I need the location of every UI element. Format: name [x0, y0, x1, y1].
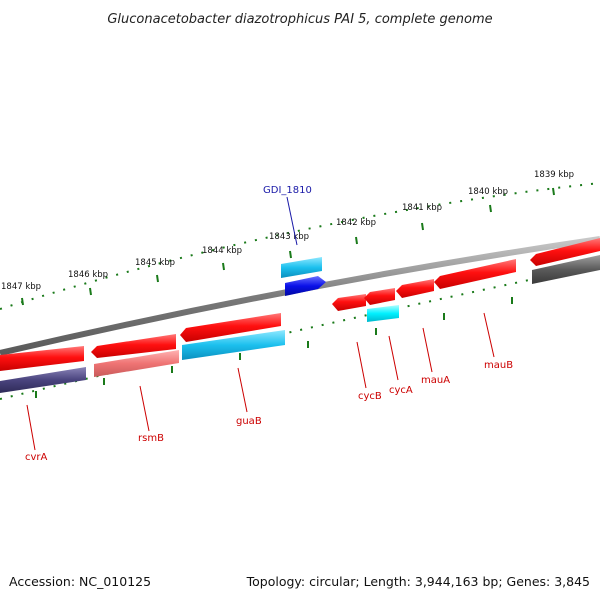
scale-label: 1844 kbp [202, 246, 242, 256]
gene-GDI_1810[interactable] [285, 276, 326, 296]
gene-labels: GDI_1810 cvrA rsmB guaB cycB cycA mauA m… [25, 185, 513, 463]
scale-major-tick [222, 262, 225, 271]
feature-indigo[interactable] [0, 367, 86, 393]
leader-cycB [356, 341, 367, 389]
gene-label-mauA[interactable]: mauA [421, 375, 450, 386]
scale-major-tick [489, 204, 492, 213]
gene-mauA[interactable] [396, 279, 434, 298]
gene-upstream[interactable] [530, 238, 600, 266]
scale-major-tick [21, 297, 24, 306]
scale-label: 1842 kbp [336, 218, 376, 228]
gene-label-mauB[interactable]: mauB [484, 360, 513, 371]
genome-backbone [0, 236, 600, 356]
leader-mauB [483, 312, 495, 358]
gene-label-rsmB[interactable]: rsmB [138, 433, 164, 444]
scale-major-tick [89, 287, 92, 296]
leader-GDI_1810 [286, 196, 298, 246]
gene-label-GDI_1810[interactable]: GDI_1810 [263, 185, 312, 196]
leader-rsmB [139, 385, 150, 432]
gene-label-guaB[interactable]: guaB [236, 416, 262, 427]
scale-label: 1840 kbp [468, 187, 508, 197]
scale-label: 1841 kbp [402, 203, 442, 213]
leader-lines [26, 196, 495, 451]
scale-track [0, 182, 600, 310]
feature-gray[interactable] [532, 255, 600, 284]
reverse-strand-genes [281, 257, 326, 296]
scale-label: 1845 kbp [135, 258, 175, 268]
leader-cycA [388, 335, 399, 381]
scale-track-dots [0, 182, 600, 310]
feature-cyan-upper[interactable] [281, 257, 322, 278]
gene-cvrA[interactable] [0, 346, 84, 371]
scale-major-tick [289, 250, 292, 259]
map-title: Gluconacetobacter diazotrophicus PAI 5, … [107, 12, 492, 27]
leader-cvrA [26, 404, 36, 451]
leader-mauA [422, 327, 433, 373]
feature-track-dots [0, 264, 600, 400]
gene-rsmB[interactable] [91, 334, 176, 358]
scale-label: 1846 kbp [68, 270, 108, 280]
scale-major-tick [552, 187, 555, 196]
gene-label-cvrA[interactable]: cvrA [25, 452, 48, 463]
annotation-track [0, 255, 600, 393]
scale-label: 1843 kbp [269, 232, 309, 242]
scale-major-tick [156, 274, 159, 283]
topology-text: Topology: circular; Length: 3,944,163 bp… [246, 574, 590, 589]
scale-major-tick [355, 236, 358, 245]
accession-text: Accession: NC_010125 [9, 574, 151, 589]
gene-cycB[interactable] [332, 294, 366, 311]
gene-label-cycA[interactable]: cycA [389, 385, 413, 396]
scale-major-tick [421, 222, 424, 231]
gene-cycA[interactable] [364, 288, 395, 305]
scale-label: 1847 kbp [1, 282, 41, 292]
scale-labels: 1839 kbp 1840 kbp 1841 kbp 1842 kbp 1843… [1, 170, 574, 292]
feature-bright-cyan[interactable] [367, 305, 399, 322]
gene-mauB[interactable] [434, 259, 516, 289]
feature-cyan[interactable] [182, 330, 285, 360]
scale-label: 1839 kbp [534, 170, 574, 180]
feature-track [0, 264, 600, 400]
feature-pink[interactable] [94, 350, 179, 377]
forward-strand-genes [0, 238, 600, 371]
gene-label-cycB[interactable]: cycB [358, 391, 382, 402]
gene-guaB[interactable] [180, 313, 281, 342]
leader-guaB [237, 367, 248, 413]
